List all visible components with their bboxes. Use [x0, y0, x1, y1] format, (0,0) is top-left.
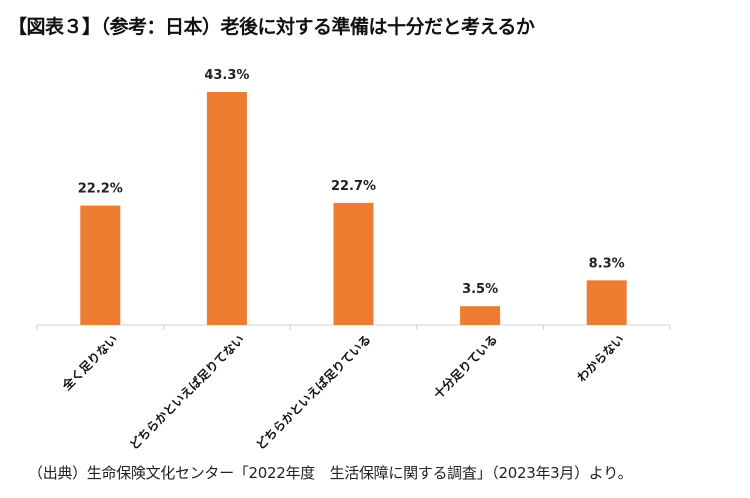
data-label: 3.5% — [462, 282, 498, 297]
source-note: （出典）生命保険文化センター「2022年度 生活保障に関する調査」（2023年3… — [28, 464, 633, 482]
data-label: 43.3% — [204, 68, 249, 83]
x-tick-label: 全く足りない — [58, 332, 120, 394]
bar — [206, 92, 247, 326]
x-tick-label: どちらかといえば足りてない — [126, 332, 247, 453]
x-tick-label: わからない — [574, 332, 626, 384]
x-tick-label: どちらかといえば足りている — [253, 332, 374, 453]
x-tick-label: 十分足りている — [430, 332, 500, 402]
data-label: 22.2% — [78, 182, 123, 197]
data-label: 22.7% — [331, 179, 376, 194]
bar — [80, 205, 121, 325]
bar — [333, 202, 374, 325]
chart-title: 【図表３】（参考：日本）老後に対する準備は十分だと考えるか — [8, 16, 535, 38]
bar — [460, 306, 501, 325]
data-label: 8.3% — [589, 256, 625, 271]
bar — [586, 280, 627, 325]
